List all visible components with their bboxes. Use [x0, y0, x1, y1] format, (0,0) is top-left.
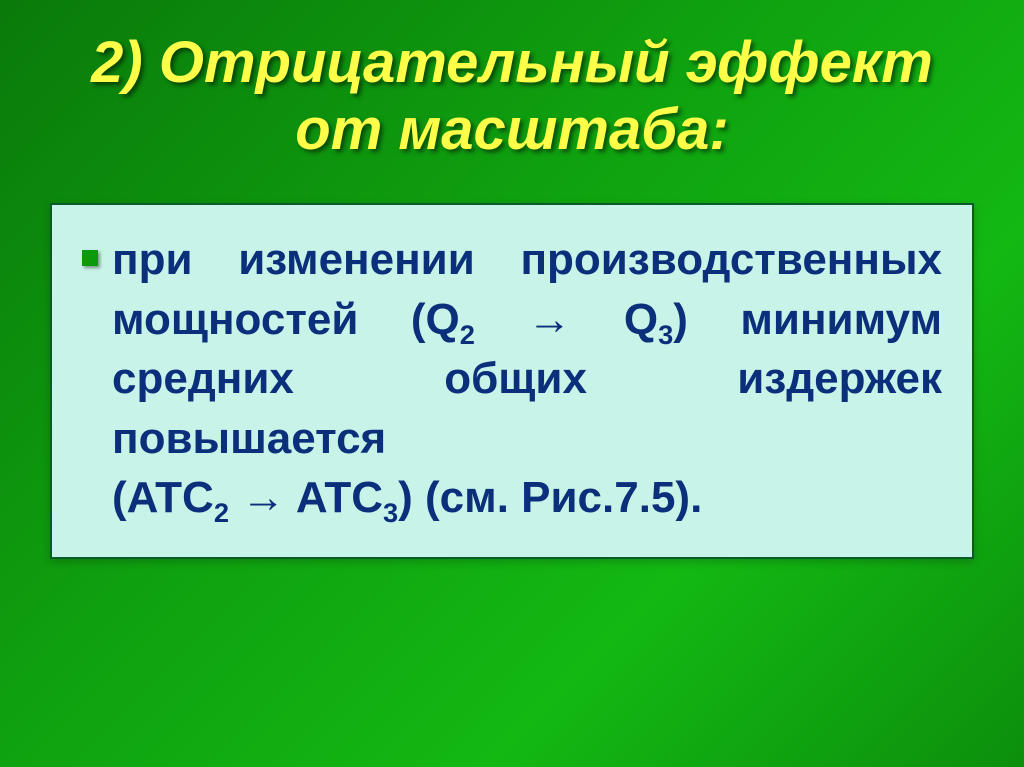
sub-atc2: 2 — [214, 497, 229, 528]
sub-q3: 3 — [658, 319, 673, 350]
body-l2-pre: (ATC — [112, 473, 214, 522]
body-l2-post: ) (см. Рис.7.5). — [398, 473, 702, 522]
body-arrow1: → Q — [475, 295, 658, 344]
sub-q2: 2 — [460, 319, 475, 350]
title-line-3: от масштаба: — [295, 97, 728, 162]
body-paragraph-2: (ATC2 → ATC3) (см. Рис.7.5). — [112, 468, 942, 527]
slide-title: 2) Отрицательный эффект от масштаба: — [60, 30, 964, 163]
title-block: 2) Отрицательный эффект от масштаба: — [0, 0, 1024, 163]
slide: 2) Отрицательный эффект от масштаба: при… — [0, 0, 1024, 767]
content-box: при изменении производственных мощностей… — [50, 203, 974, 559]
title-line-2: эффект — [686, 30, 933, 95]
body-arrow2: → ATC — [229, 473, 383, 522]
sub-atc3: 3 — [383, 497, 398, 528]
first-paragraph-row: при изменении производственных мощностей… — [82, 230, 942, 468]
body-paragraph-1: при изменении производственных мощностей… — [112, 230, 942, 468]
bullet-icon — [82, 250, 98, 266]
title-line-1: 2) Отрицательный — [91, 30, 669, 95]
